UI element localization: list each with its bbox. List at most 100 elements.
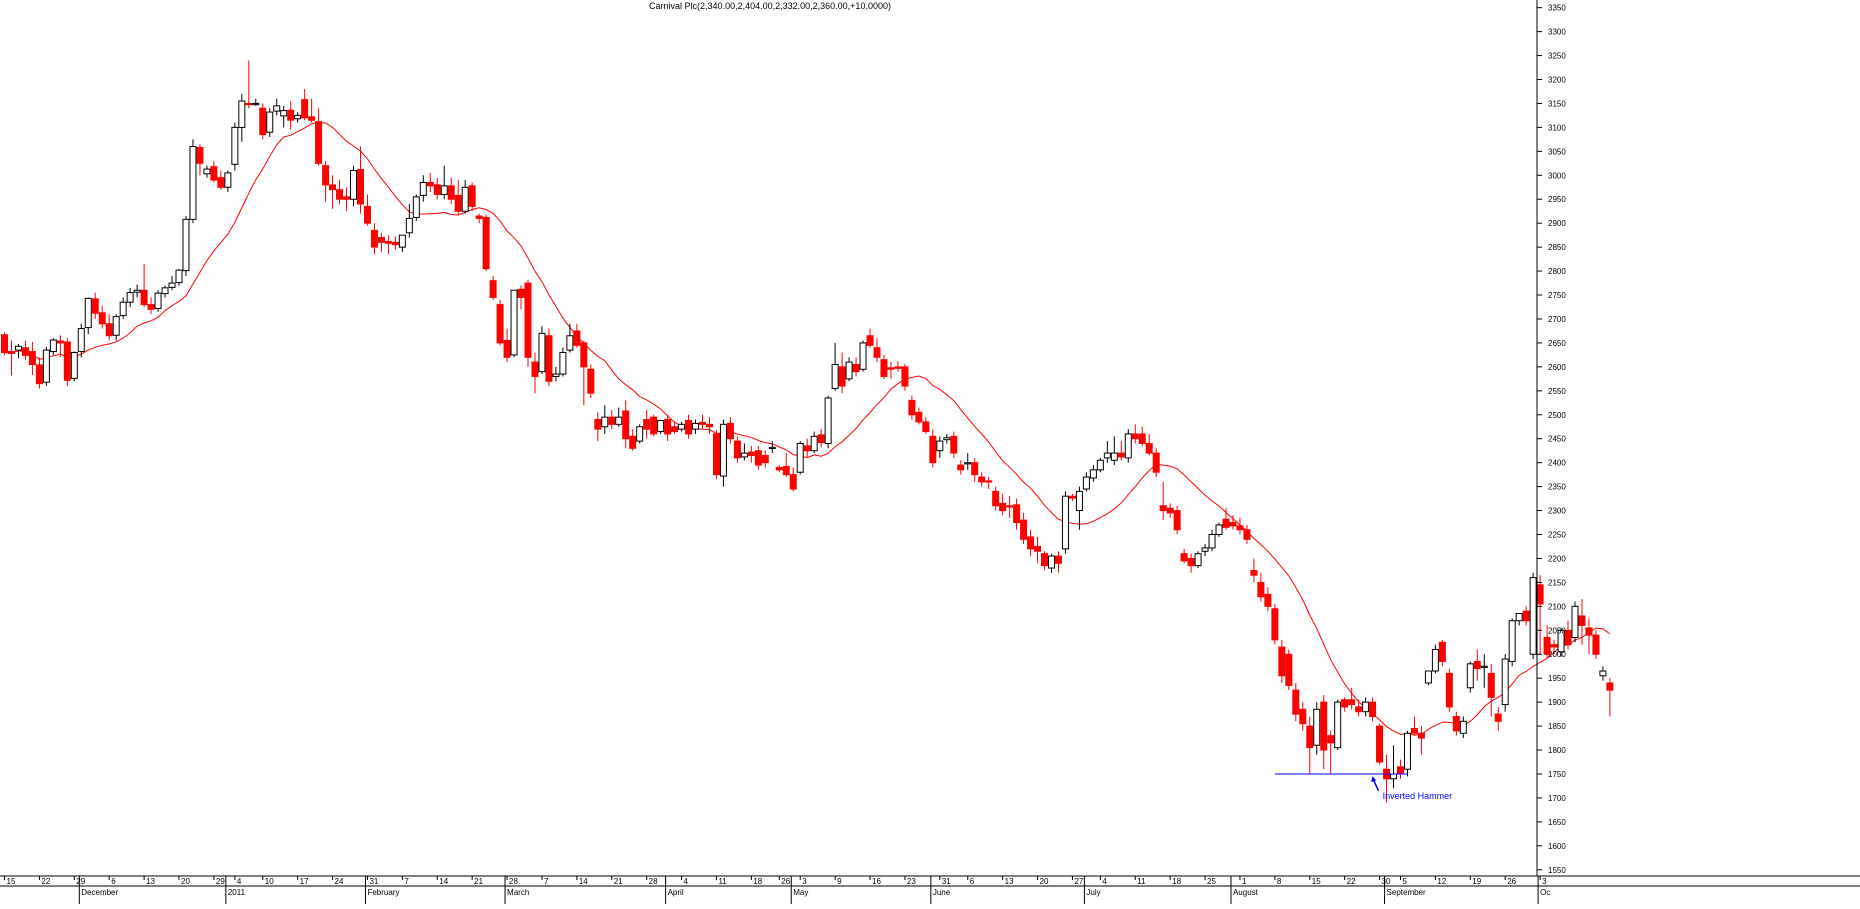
y-tick-label: 2150 (1548, 578, 1566, 587)
candle-body (1369, 701, 1377, 718)
candle-body (1362, 701, 1370, 713)
candle-body (196, 147, 204, 164)
candle (1187, 553, 1195, 573)
candle (831, 342, 839, 391)
candle (1215, 522, 1223, 537)
x-tick-label: 13 (146, 877, 155, 886)
candle-body (887, 367, 895, 370)
candle-body (643, 419, 651, 430)
candle-body (1187, 557, 1195, 567)
candle (343, 187, 351, 212)
candle-body (217, 177, 225, 188)
candle (217, 170, 225, 190)
candle (496, 299, 504, 346)
candle (740, 443, 748, 461)
candle (35, 357, 43, 389)
candle (77, 323, 85, 358)
candle-body (126, 292, 134, 303)
candle (1117, 441, 1125, 461)
candle (601, 405, 609, 434)
x-tick-label: 9 (837, 877, 842, 886)
candle-body (957, 464, 965, 471)
candle (1013, 498, 1021, 530)
candle (1103, 441, 1111, 463)
candle (859, 340, 867, 372)
candle-body (1522, 610, 1530, 622)
candle (999, 493, 1007, 516)
candle-body (329, 184, 337, 191)
x-tick-label: 4 (684, 877, 689, 886)
candle (1438, 639, 1446, 667)
x-tick-label: 11 (1137, 877, 1146, 886)
y-tick-label: 2350 (1548, 483, 1566, 492)
candle (503, 328, 511, 363)
candle (1473, 649, 1481, 681)
candle (1264, 587, 1272, 612)
candle-body (789, 474, 797, 490)
candle-body (1355, 706, 1363, 713)
candle-body (273, 105, 281, 112)
x-tick-label: 31 (369, 877, 378, 886)
candle (294, 112, 302, 123)
candle (440, 165, 448, 200)
x-tick-label: 14 (439, 877, 448, 886)
x-tick-label: 18 (753, 877, 762, 886)
candle (580, 340, 588, 406)
candle-body (454, 194, 462, 212)
candle-body (1606, 682, 1614, 691)
candle-body (608, 416, 616, 425)
candle-body (1564, 629, 1572, 646)
candle (1250, 558, 1258, 583)
candle (405, 204, 413, 238)
y-tick-label: 1800 (1548, 746, 1566, 755)
candle-body (280, 110, 288, 117)
x-tick-label: 16 (872, 877, 881, 886)
candle-body (1473, 660, 1481, 670)
candle-body (468, 185, 476, 207)
candle (1522, 606, 1530, 626)
annotation-label: Inverted Hammer (1383, 791, 1453, 801)
candle-body (398, 234, 406, 248)
candle-body (747, 451, 755, 456)
candle-body (992, 490, 1000, 507)
y-tick-label: 1600 (1548, 842, 1566, 851)
candle (196, 144, 204, 176)
candle-body (182, 218, 190, 272)
candle (1564, 620, 1572, 650)
candle (538, 326, 546, 375)
candle-body (105, 323, 113, 337)
y-tick-label: 2300 (1548, 507, 1566, 516)
candles-layer (1, 60, 1614, 803)
candle-body (77, 328, 85, 353)
candle (98, 305, 106, 329)
candle (391, 236, 399, 250)
candle (1487, 663, 1495, 717)
candle-body (35, 364, 43, 385)
candle (398, 234, 406, 252)
candle-body (1438, 641, 1446, 662)
y-tick-label: 2200 (1548, 554, 1566, 563)
candle-body (580, 342, 588, 368)
candle-body (1327, 735, 1335, 744)
candle-body (1397, 766, 1404, 775)
candle-body (1508, 620, 1516, 662)
candle-body (1459, 720, 1467, 734)
candle (259, 103, 267, 140)
candle-body (1348, 699, 1356, 706)
month-label: May (793, 888, 808, 897)
candle (971, 457, 979, 482)
candle-body (1452, 716, 1460, 732)
candle (1292, 682, 1300, 722)
candle-body (433, 184, 441, 195)
candle-body (1180, 553, 1188, 562)
candle (887, 362, 895, 379)
candle (224, 170, 232, 193)
candle-body (1, 334, 8, 354)
candle (1369, 697, 1377, 722)
y-tick-label: 3100 (1548, 123, 1566, 132)
candle (629, 429, 637, 451)
candle-body (1131, 433, 1139, 440)
x-tick-label: 21 (474, 877, 483, 886)
x-tick-label: 20 (1040, 877, 1049, 886)
candle-body (999, 502, 1007, 512)
